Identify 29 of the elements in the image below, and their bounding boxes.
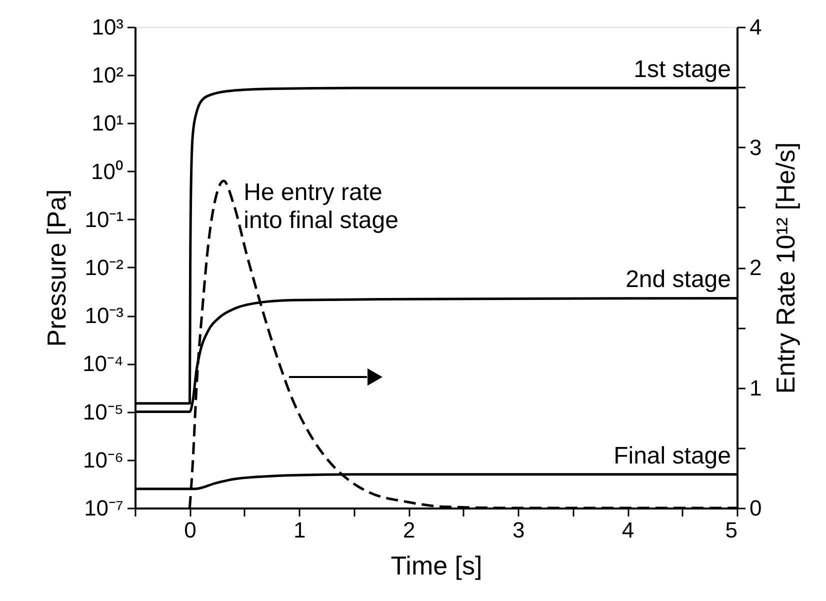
x-tick-label: 3 (512, 518, 525, 542)
series-label: 2nd stage (626, 266, 731, 294)
series-label: He entry rate into final stage (244, 178, 398, 234)
y2-axis-title: Entry Rate 10¹² [He/s] (770, 142, 801, 394)
y2-tick-label: 3 (750, 134, 762, 160)
y-tick-label: 10² (92, 62, 124, 88)
y2-tick-label: 4 (750, 14, 762, 40)
y-tick-label: 10⁻⁵ (82, 399, 124, 424)
x-tick-label: 0 (184, 518, 196, 542)
y-tick-label: 10⁻⁶ (82, 447, 124, 472)
y-tick-label: 10⁻⁷ (84, 496, 124, 520)
y2-tick-label: 0 (750, 496, 762, 520)
x-tick-label: 2 (403, 518, 416, 542)
y-tick-label: 10¹ (92, 110, 124, 136)
series-label: 1st stage (634, 56, 731, 83)
y-tick-label: 10⁻⁴ (82, 351, 124, 376)
x-axis-title: Time [s] (390, 550, 482, 580)
y-tick-label: 10⁻³ (84, 303, 124, 328)
x-tick-label: 5 (725, 518, 738, 542)
x-tick-label: 4 (622, 518, 634, 542)
y-tick-label: 10³ (92, 14, 124, 40)
y-axis-title: Pressure [Pa] (42, 189, 72, 347)
series-label: Final stage (614, 442, 731, 470)
y-tick-label: 10⁻² (84, 255, 124, 280)
x-tick-label: 1 (294, 518, 306, 542)
y-tick-label: 10⁻¹ (84, 206, 124, 232)
y2-tick-label: 2 (750, 255, 762, 280)
y-tick-label: 10⁰ (91, 158, 124, 184)
y2-tick-label: 1 (750, 375, 762, 400)
